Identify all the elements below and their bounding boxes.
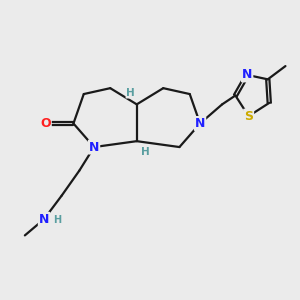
Text: N: N	[89, 141, 99, 154]
Text: N: N	[195, 117, 205, 130]
Text: O: O	[40, 117, 51, 130]
Text: H: H	[141, 147, 149, 158]
Text: H: H	[53, 215, 61, 225]
Text: S: S	[244, 110, 253, 123]
Text: N: N	[242, 68, 252, 81]
Text: H: H	[126, 88, 135, 98]
Text: N: N	[39, 213, 49, 226]
